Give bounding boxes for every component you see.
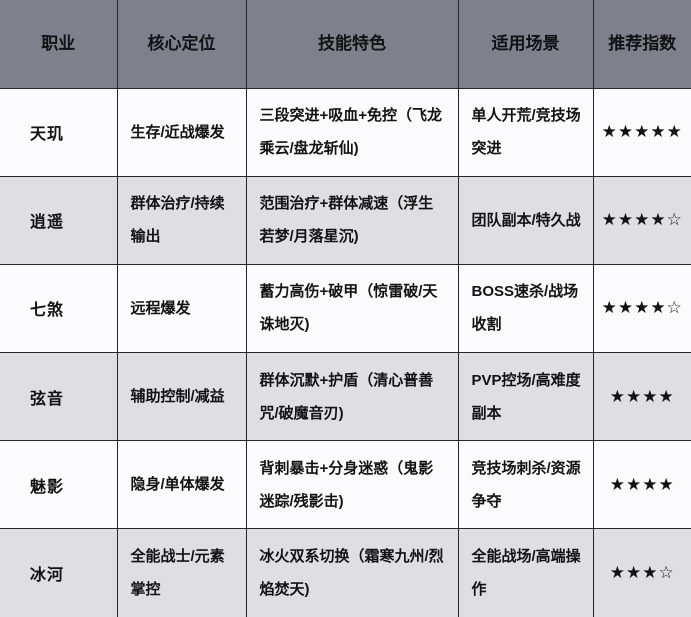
job-cell: 天玑 [0,87,118,177]
rating-stars: ★★★☆ [592,528,691,617]
header-skills: 技能特色 [245,0,459,89]
job-cell: 弦音 [0,351,118,442]
header-rating: 推荐指数 [592,0,691,89]
skills-cell: 背刺暴击+分身迷惑（鬼影迷踪/残影击) [245,440,459,530]
scenes-cell: 团队副本/特久战 [457,175,594,265]
scenes-cell: 竞技场刺杀/资源争夺 [457,440,594,530]
job-cell: 魅影 [0,440,118,530]
rating-stars: ★★★★★ [592,87,691,177]
rating-stars: ★★★★ [592,440,691,530]
table-row: 魅影 隐身/单体爆发 背刺暴击+分身迷惑（鬼影迷踪/残影击) 竞技场刺杀/资源争… [0,440,691,530]
rating-stars: ★★★★☆ [592,263,691,353]
table-row: 七煞 远程爆发 蓄力高伤+破甲（惊雷破/天诛地灭) BOSS速杀/战场收割 ★★… [0,263,691,353]
skills-cell: 范围治疗+群体减速（浮生若梦/月落星沉) [245,175,459,265]
header-row: 职业 核心定位 技能特色 适用场景 推荐指数 [0,0,691,89]
skills-cell: 三段突进+吸血+免控（飞龙乘云/盘龙斩仙) [245,87,459,177]
rating-stars: ★★★★☆ [592,175,691,265]
role-cell: 全能战士/元素掌控 [116,528,247,617]
job-cell: 七煞 [0,263,118,353]
role-cell: 远程爆发 [116,263,247,353]
scenes-cell: 全能战场/高端操作 [457,528,594,617]
role-cell: 生存/近战爆发 [116,87,247,177]
role-cell: 群体治疗/持续输出 [116,175,247,265]
skills-cell: 蓄力高伤+破甲（惊雷破/天诛地灭) [245,263,459,353]
table-row: 天玑 生存/近战爆发 三段突进+吸血+免控（飞龙乘云/盘龙斩仙) 单人开荒/竞技… [0,87,691,177]
header-job: 职业 [0,0,118,89]
scenes-cell: BOSS速杀/战场收割 [457,263,594,353]
table-row: 弦音 辅助控制/减益 群体沉默+护盾（清心普善咒/破魔音刃) PVP控场/高难度… [0,351,691,442]
table-row: 冰河 全能战士/元素掌控 冰火双系切换（霜寒九州/烈焰焚天) 全能战场/高端操作… [0,528,691,617]
skills-cell: 群体沉默+护盾（清心普善咒/破魔音刃) [245,351,459,442]
role-cell: 隐身/单体爆发 [116,440,247,530]
scenes-cell: 单人开荒/竞技场突进 [457,87,594,177]
rating-stars: ★★★★ [592,351,691,442]
header-scenes: 适用场景 [457,0,594,89]
role-cell: 辅助控制/减益 [116,351,247,442]
job-cell: 冰河 [0,528,118,617]
scenes-cell: PVP控场/高难度副本 [457,351,594,442]
skills-cell: 冰火双系切换（霜寒九州/烈焰焚天) [245,528,459,617]
job-cell: 逍遥 [0,175,118,265]
table-row: 逍遥 群体治疗/持续输出 范围治疗+群体减速（浮生若梦/月落星沉) 团队副本/特… [0,175,691,265]
header-role: 核心定位 [116,0,247,89]
